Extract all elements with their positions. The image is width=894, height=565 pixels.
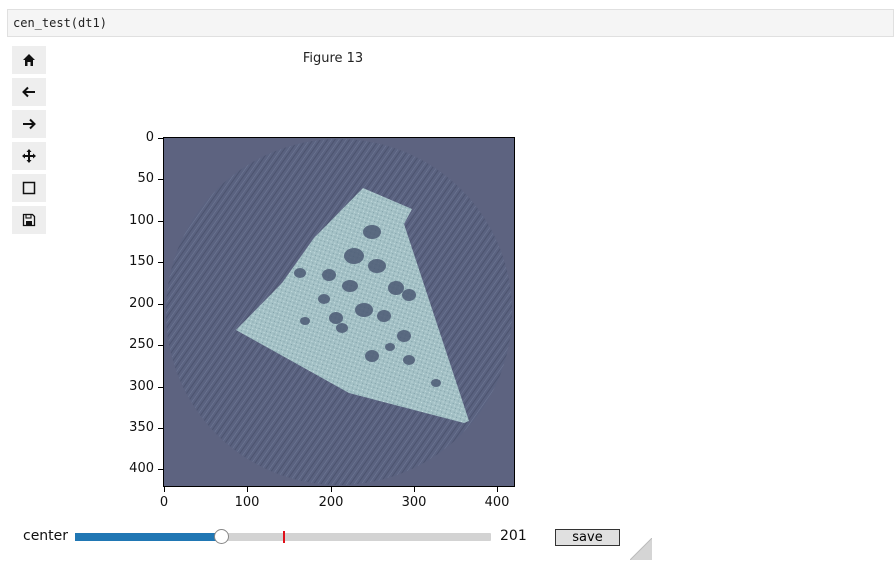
y-tick — [158, 387, 163, 388]
x-tick-label: 300 — [401, 495, 427, 510]
y-tick-label: 400 — [129, 461, 154, 476]
x-tick — [247, 487, 248, 492]
x-tick-label: 100 — [234, 495, 260, 510]
y-tick — [158, 428, 163, 429]
y-tick-label: 350 — [129, 420, 154, 435]
y-tick — [158, 469, 163, 470]
square-icon — [22, 181, 36, 195]
reconstruction-image — [164, 138, 514, 486]
y-tick — [158, 345, 163, 346]
slider-fill — [75, 533, 221, 541]
x-tick-label: 0 — [159, 495, 169, 510]
slider-value: 201 — [500, 528, 527, 544]
plot-axes[interactable] — [163, 137, 515, 487]
pan-button[interactable] — [12, 142, 46, 170]
resize-handle-icon[interactable] — [630, 538, 652, 560]
save-button[interactable]: save — [555, 529, 620, 546]
floppy-icon — [22, 213, 36, 227]
center-slider[interactable] — [75, 529, 491, 544]
x-tick — [164, 487, 165, 492]
arrow-right-icon — [23, 118, 36, 130]
slider-center-marker — [283, 531, 285, 543]
figure-title: Figure 13 — [302, 51, 364, 66]
slider-label: center — [23, 528, 69, 544]
move-icon — [22, 149, 36, 163]
y-tick — [158, 179, 163, 180]
y-tick — [158, 262, 163, 263]
home-button[interactable] — [12, 46, 46, 74]
y-tick-label: 50 — [137, 171, 154, 186]
figure-toolbar — [12, 46, 46, 238]
home-icon — [23, 54, 35, 66]
x-tick-label: 200 — [318, 495, 344, 510]
save-figure-button[interactable] — [12, 206, 46, 234]
x-tick — [414, 487, 415, 492]
y-tick-label: 0 — [145, 130, 154, 145]
y-tick-label: 200 — [129, 296, 154, 311]
y-tick-label: 100 — [129, 213, 154, 228]
code-cell-text: cen_test(dt1) — [13, 16, 107, 30]
y-tick — [158, 138, 163, 139]
code-cell[interactable]: cen_test(dt1) — [7, 9, 894, 37]
zoom-button[interactable] — [12, 174, 46, 202]
x-tick — [331, 487, 332, 492]
x-tick-label: 400 — [484, 495, 510, 510]
y-tick-label: 150 — [129, 254, 154, 269]
arrow-left-icon — [22, 86, 35, 98]
y-tick-label: 250 — [129, 337, 154, 352]
back-button[interactable] — [12, 78, 46, 106]
y-tick — [158, 304, 163, 305]
x-tick — [497, 487, 498, 492]
pores — [294, 225, 441, 387]
forward-button[interactable] — [12, 110, 46, 138]
y-tick — [158, 221, 163, 222]
y-tick-label: 300 — [129, 379, 154, 394]
slider-handle[interactable] — [213, 529, 229, 544]
